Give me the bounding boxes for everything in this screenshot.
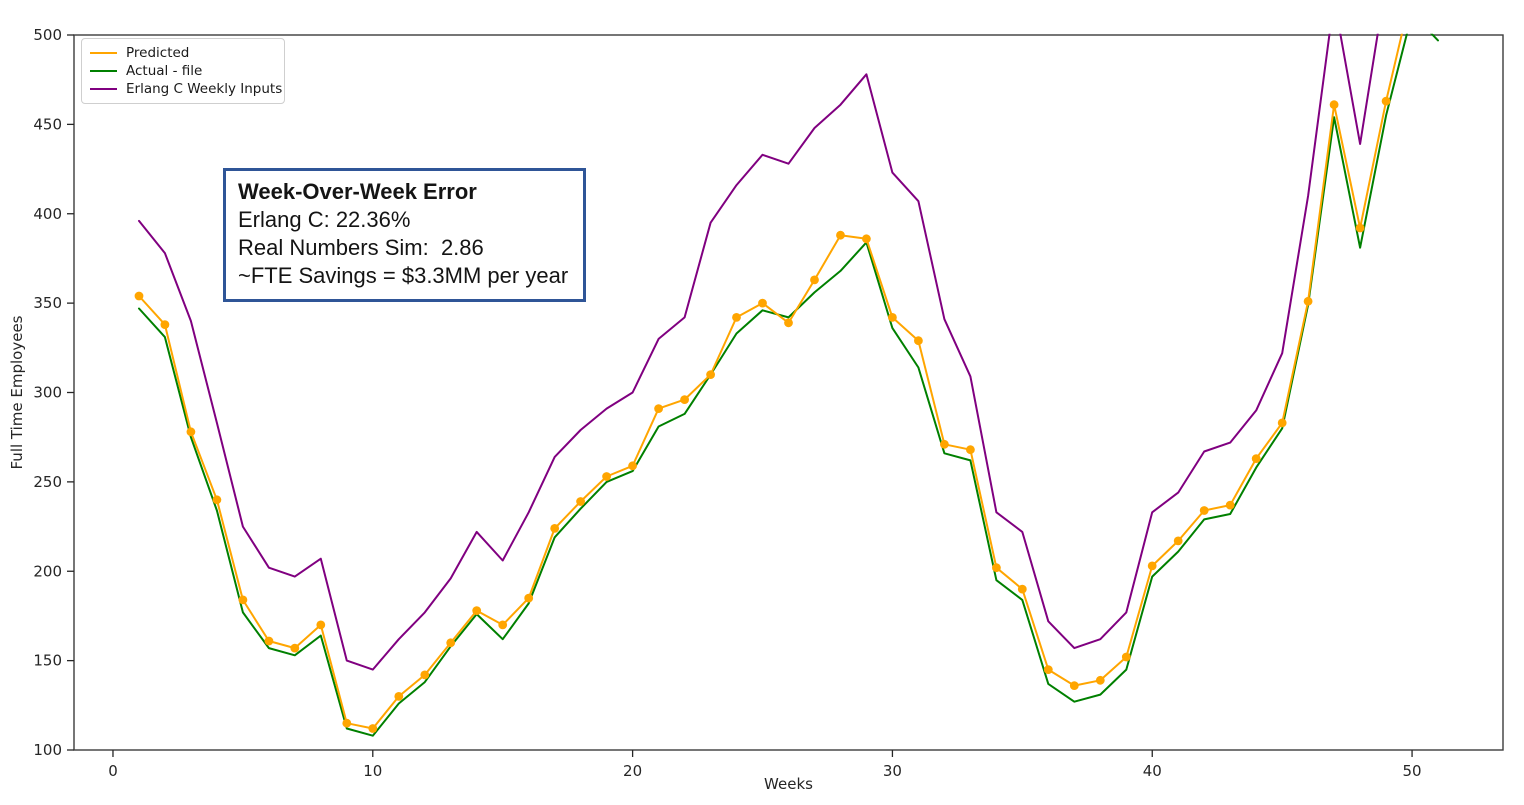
series-marker bbox=[1355, 223, 1365, 233]
series-marker bbox=[810, 275, 819, 285]
series-marker bbox=[446, 638, 456, 648]
y-tick-label: 200 bbox=[33, 562, 62, 580]
series-marker bbox=[706, 370, 715, 379]
series-marker bbox=[966, 445, 975, 455]
series-marker bbox=[524, 593, 534, 603]
series-marker bbox=[1329, 100, 1339, 110]
x-tick-label: 10 bbox=[363, 762, 382, 780]
x-tick-label: 0 bbox=[108, 762, 118, 780]
series-marker bbox=[758, 298, 767, 308]
series-marker bbox=[1251, 454, 1261, 463]
series-marker bbox=[1017, 584, 1027, 594]
series-marker bbox=[1095, 675, 1105, 685]
series-marker bbox=[680, 395, 689, 404]
legend-item-predicted: Predicted bbox=[90, 44, 276, 62]
x-tick-label: 50 bbox=[1403, 762, 1422, 780]
series-marker bbox=[654, 404, 663, 413]
y-tick-label: 350 bbox=[33, 294, 62, 312]
series-marker bbox=[498, 620, 508, 630]
series-marker bbox=[862, 234, 871, 244]
series-marker bbox=[1069, 681, 1079, 690]
legend-item-actual-file: Actual - file bbox=[90, 62, 276, 80]
series-marker bbox=[784, 318, 793, 328]
x-tick-label: 20 bbox=[623, 762, 642, 780]
annotation-line-fte-savings: ~FTE Savings = $3.3MM per year bbox=[238, 263, 569, 288]
series-marker bbox=[1303, 296, 1313, 306]
series-marker bbox=[238, 595, 248, 605]
series-marker bbox=[732, 313, 741, 322]
annotation-title: Week-Over-Week Error bbox=[238, 179, 477, 204]
series-marker bbox=[914, 336, 923, 346]
series-line-erlang-c-weekly-inputs bbox=[138, 33, 1379, 671]
legend-line-swatch bbox=[90, 52, 117, 54]
series-marker bbox=[160, 320, 170, 329]
series-marker bbox=[602, 472, 611, 481]
series-marker bbox=[992, 563, 1001, 573]
series-marker bbox=[888, 313, 897, 322]
legend-label: Erlang C Weekly Inputs bbox=[126, 81, 283, 97]
series-marker bbox=[1043, 665, 1053, 674]
x-tick-label: 30 bbox=[883, 762, 902, 780]
y-axis-label: Full Time Employees bbox=[8, 315, 26, 469]
series-marker bbox=[1121, 652, 1131, 662]
series-marker bbox=[134, 291, 144, 301]
series-marker bbox=[186, 427, 196, 437]
series-marker bbox=[264, 636, 274, 646]
legend-line-swatch bbox=[90, 88, 117, 90]
series-marker bbox=[1277, 418, 1287, 428]
series-marker bbox=[212, 495, 222, 505]
series-marker bbox=[472, 606, 482, 615]
series-line-predicted bbox=[138, 33, 1403, 730]
y-tick-label: 250 bbox=[33, 473, 62, 491]
y-tick-label: 300 bbox=[33, 384, 62, 402]
series-marker bbox=[1199, 506, 1209, 515]
legend: Predicted Actual - file Erlang C Weekly … bbox=[81, 38, 285, 104]
y-tick-label: 100 bbox=[33, 741, 62, 759]
y-tick-label: 450 bbox=[33, 115, 62, 133]
x-tick-label: 40 bbox=[1143, 762, 1162, 780]
series-marker bbox=[1381, 96, 1391, 106]
x-axis-label: Weeks bbox=[764, 775, 813, 793]
y-tick-label: 500 bbox=[33, 26, 62, 44]
series-marker bbox=[576, 497, 585, 506]
series-marker bbox=[420, 670, 430, 680]
annotation-line-erlang-c: Erlang C: 22.36% bbox=[238, 207, 411, 232]
legend-line-swatch bbox=[90, 70, 117, 72]
series-marker bbox=[368, 724, 378, 733]
legend-label: Predicted bbox=[126, 45, 190, 61]
series-marker bbox=[290, 643, 300, 653]
series-marker bbox=[342, 718, 352, 728]
series-marker bbox=[394, 692, 404, 701]
series-marker bbox=[1173, 536, 1183, 546]
series-marker bbox=[940, 439, 949, 449]
annotation-box: Week-Over-Week Error Erlang C: 22.36% Re… bbox=[223, 168, 586, 302]
series-marker bbox=[550, 524, 560, 533]
series-marker bbox=[628, 461, 637, 471]
y-tick-label: 400 bbox=[33, 205, 62, 223]
y-tick-label: 150 bbox=[33, 652, 62, 670]
legend-label: Actual - file bbox=[126, 63, 203, 79]
series-marker bbox=[1225, 500, 1235, 510]
legend-item-erlang-c-weekly-inputs: Erlang C Weekly Inputs bbox=[90, 80, 282, 98]
annotation-line-real-numbers-sim: Real Numbers Sim: 2.86 bbox=[238, 235, 484, 260]
series-line-actual-file bbox=[138, 33, 1439, 737]
series-marker bbox=[836, 230, 845, 240]
series-marker bbox=[316, 620, 326, 630]
series-marker bbox=[1147, 561, 1157, 571]
